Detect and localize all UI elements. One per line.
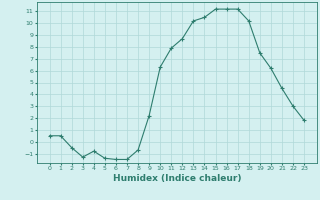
X-axis label: Humidex (Indice chaleur): Humidex (Indice chaleur) (113, 174, 241, 183)
